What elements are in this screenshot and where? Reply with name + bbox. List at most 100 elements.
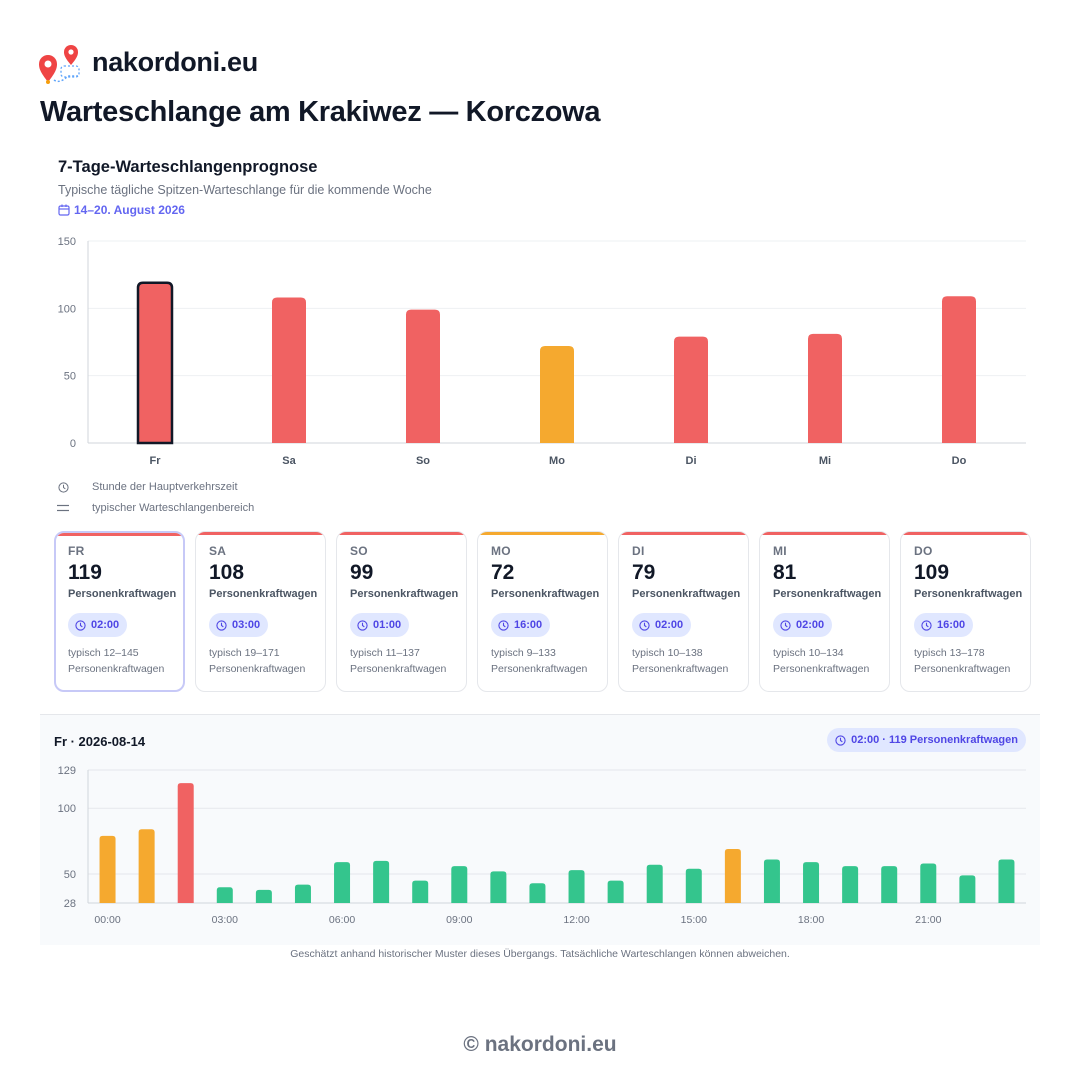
peak-hour: 01:00 (373, 619, 402, 631)
card-day: SO (350, 544, 368, 558)
hour-bar-0300[interactable] (216, 887, 233, 903)
legend-typical-range: typischer Warteschlangenbereich (56, 502, 254, 514)
bar-mi[interactable] (808, 333, 842, 443)
peak-hour-pill: 16:00 (491, 613, 551, 637)
hour-bar-0900[interactable] (451, 866, 468, 903)
bar-di[interactable] (674, 336, 708, 443)
clock-icon (75, 619, 86, 631)
y-tick-label: 28 (64, 898, 76, 910)
hour-bar-1300[interactable] (607, 880, 624, 903)
hourly-panel: Fr · 2026-08-14 02:00 · 119 Personenkraf… (40, 714, 1040, 945)
hour-bar-0500[interactable] (294, 884, 311, 903)
card-unit: Personenkraftwagen (350, 588, 459, 600)
hour-bar-2100[interactable] (920, 863, 937, 903)
card-day: MO (491, 544, 511, 558)
peak-badge: 02:00 · 119 Personenkraftwagen (827, 728, 1026, 752)
y-tick-label: 50 (64, 869, 76, 881)
hour-bar-1100[interactable] (529, 883, 546, 903)
card-status-bar (337, 532, 466, 535)
legend-typical-range-label: typischer Warteschlangenbereich (92, 502, 255, 514)
page-title: Warteschlange am Krakiwez — Korczowa (40, 96, 601, 128)
hourly-title: Fr · 2026-08-14 (54, 734, 146, 749)
card-status-bar (56, 533, 183, 536)
card-unit: Personenkraftwagen (209, 588, 318, 600)
hour-bar-2300[interactable] (998, 859, 1015, 903)
peak-hour-pill: 01:00 (350, 613, 410, 637)
bar-so[interactable] (406, 309, 440, 443)
hour-bar-2000[interactable] (881, 866, 898, 903)
hour-bar-1000[interactable] (490, 871, 507, 903)
map-pins-route-icon (39, 45, 80, 84)
hour-bar-0400[interactable] (255, 889, 272, 903)
card-status-bar (760, 532, 889, 535)
hour-bar-0700[interactable] (373, 860, 390, 903)
hour-bar-1500[interactable] (685, 868, 702, 903)
typical-range: typisch 12–145 Personenkraftwagen (68, 647, 165, 675)
clock-icon (921, 619, 932, 631)
hourly-chart: 28 50 100 129 00:00 03:00 06:00 09:00 12:00 15:00… (58, 765, 1026, 926)
typical-range: typisch 19–171 Personenkraftwagen (209, 647, 306, 675)
day-card-mi[interactable]: MI 81 Personenkraftwagen 02:00 typisch 10–13… (759, 531, 890, 692)
weekly-forecast-chart: 0 50 100 150 Fr Sa So Mo Di Mi Do (58, 236, 1026, 467)
typical-range: typisch 9–133 Personenkraftwagen (491, 647, 588, 675)
card-unit: Personenkraftwagen (491, 588, 600, 600)
x-tick-label: Fr (150, 455, 162, 467)
day-card-so[interactable]: SO 99 Personenkraftwagen 01:00 typisch 11–13… (336, 531, 467, 692)
hour-bar-2200[interactable] (959, 875, 976, 903)
x-tick-label: 06:00 (329, 914, 355, 926)
date-range: 14–20. August 2026 (58, 203, 185, 217)
card-day: DO (914, 544, 933, 558)
bar-fr[interactable] (136, 281, 174, 445)
bar-do[interactable] (942, 296, 976, 443)
y-tick-label: 100 (58, 303, 76, 315)
day-card-fr[interactable]: FR 119 Personenkraftwagen 02:00 typisch 12–1… (54, 531, 185, 692)
bar-sa[interactable] (272, 297, 306, 443)
hour-bar-0200[interactable] (177, 783, 194, 903)
peak-hour: 02:00 (655, 619, 684, 631)
footnote: Geschätzt anhand historischer Muster die… (290, 948, 790, 960)
peak-hour-pill: 02:00 (773, 613, 833, 637)
card-value: 99 (350, 561, 374, 584)
day-card-di[interactable]: DI 79 Personenkraftwagen 02:00 typisch 10–13… (618, 531, 749, 692)
y-tick-label: 50 (64, 371, 76, 383)
clock-icon (498, 619, 509, 631)
hour-bar-1400[interactable] (646, 864, 663, 903)
legend-peak-hour-label: Stunde der Hauptverkehrszeit (92, 481, 238, 493)
card-day: FR (68, 544, 85, 558)
peak-hour: 16:00 (514, 619, 543, 631)
clock-icon (56, 481, 70, 493)
day-card-mo[interactable]: MO 72 Personenkraftwagen 16:00 typisch 9–133… (477, 531, 608, 692)
hour-bar-1900[interactable] (842, 866, 859, 903)
hour-bar-0000[interactable] (99, 835, 116, 903)
card-day: SA (209, 544, 227, 558)
brand-header[interactable]: nakordoni.eu (38, 40, 258, 84)
x-tick-label: 15:00 (681, 914, 707, 926)
clock-icon (835, 734, 846, 746)
hour-bar-1800[interactable] (803, 862, 820, 903)
hour-bar-1700[interactable] (763, 859, 780, 903)
peak-hour: 02:00 (91, 619, 120, 631)
bar-mo[interactable] (540, 346, 574, 443)
card-value: 81 (773, 561, 797, 584)
peak-hour: 02:00 (796, 619, 825, 631)
x-tick-label: 12:00 (563, 914, 589, 926)
x-tick-label: Mi (819, 455, 831, 467)
card-day: MI (773, 544, 787, 558)
hour-bar-1600[interactable] (724, 849, 741, 903)
hour-bar-0600[interactable] (334, 862, 351, 903)
hour-bar-0100[interactable] (138, 829, 155, 903)
day-card-do[interactable]: DO 109 Personenkraftwagen 16:00 typisch 13–1… (900, 531, 1031, 692)
hour-bar-1200[interactable] (568, 870, 585, 903)
typical-range: typisch 10–134 Personenkraftwagen (773, 647, 870, 675)
day-card-sa[interactable]: SA 108 Personenkraftwagen 03:00 typisch 19–1… (195, 531, 326, 692)
peak-hour-pill: 16:00 (914, 613, 974, 637)
y-tick-label: 150 (58, 236, 76, 248)
clock-icon (216, 619, 227, 631)
clock-icon (780, 619, 791, 631)
clock-icon (639, 619, 650, 631)
x-tick-label: 18:00 (798, 914, 824, 926)
clock-icon (357, 619, 368, 631)
card-value: 119 (68, 561, 102, 584)
hour-bar-0800[interactable] (412, 880, 429, 903)
x-tick-label: Do (952, 455, 967, 467)
